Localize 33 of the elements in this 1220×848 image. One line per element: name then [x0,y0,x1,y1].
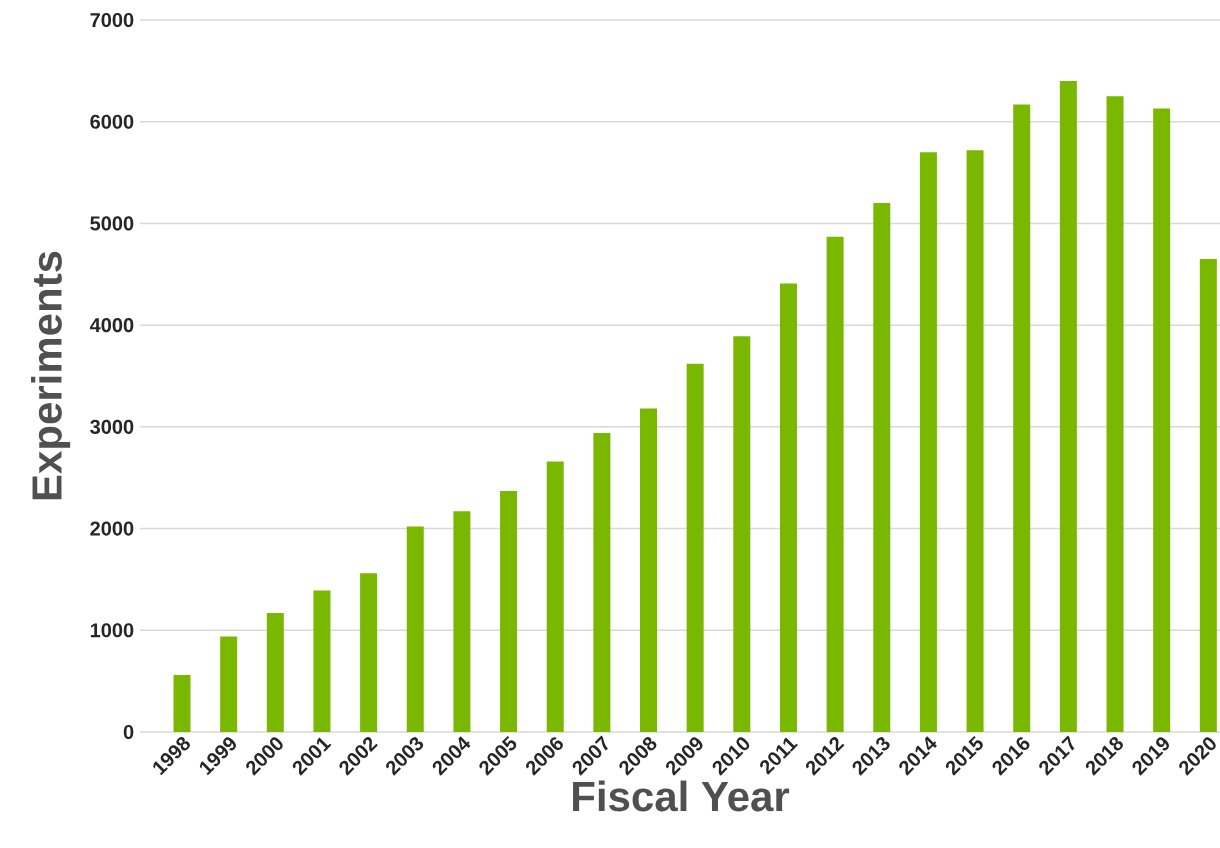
y-tick-label: 5000 [90,216,134,231]
bar [593,432,611,732]
bar [686,363,704,732]
bar [220,636,238,732]
y-tick-label: 1000 [90,623,134,638]
bar [733,336,751,732]
bar [173,675,191,732]
bar [453,511,471,732]
bar [640,408,658,732]
bar [826,236,844,732]
y-tick-label: 4000 [89,318,134,333]
bar [966,150,984,732]
bar [546,461,564,732]
y-tick-label: 3000 [90,419,134,434]
bar [1153,108,1171,732]
bar [779,283,797,732]
bar [313,590,331,732]
y-tick-label: 2000 [90,521,134,536]
y-tick-label: 7000 [90,12,134,28]
y-tick-label: 6000 [90,114,134,129]
bar [1106,96,1124,732]
bar [873,203,891,732]
bar [500,490,518,732]
bar [919,152,937,732]
bar [360,573,378,732]
x-axis-title: Fiscal Year [573,780,790,812]
bar [1199,259,1217,732]
bar [406,526,424,732]
bar [266,612,284,732]
y-axis-title: Experiments [31,251,71,500]
bar [1059,81,1077,732]
y-tick-label: 0 [123,724,134,740]
bar [1013,104,1031,732]
